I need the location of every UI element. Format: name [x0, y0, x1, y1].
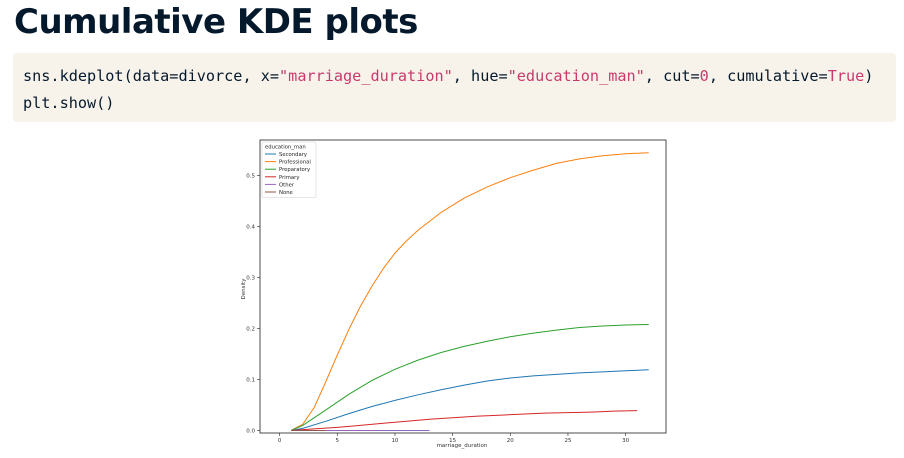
code-token: , cumulative= — [708, 67, 828, 85]
kde-figure: 0 5 10 15 20 25 30 0.0 0.1 0.2 0.3 0.4 0.5 education… — [225, 133, 680, 454]
series-line-secondary — [291, 369, 649, 431]
legend-entry: None — [279, 190, 293, 196]
x-tick-label: 0 — [278, 438, 282, 444]
y-tick-label: 0.1 — [246, 377, 255, 383]
slide-title: Cumulative KDE plots — [14, 2, 418, 42]
x-tick-label: 30 — [622, 438, 629, 444]
code-block: sns.kdeplot(data=divorce, x="marriage_du… — [13, 53, 896, 122]
legend-title: education_man — [265, 145, 306, 151]
x-tick-label: 20 — [507, 438, 514, 444]
y-tick-label: 0.4 — [246, 225, 255, 231]
y-tick-label: 0.5 — [246, 174, 255, 180]
series-line-preparatory — [290, 324, 649, 431]
legend-entry: Other — [279, 182, 295, 188]
series-line-professional — [290, 152, 649, 431]
legend-entry: Primary — [279, 175, 299, 181]
code-line-1: sns.kdeplot(data=divorce, x="marriage_du… — [23, 63, 886, 90]
series-line-primary — [291, 410, 638, 431]
code-keyword: True — [827, 67, 865, 85]
kde-chart: 0 5 10 15 20 25 30 0.0 0.1 0.2 0.3 0.4 0.5 education… — [241, 139, 667, 449]
y-axis-label: Density — [241, 278, 247, 300]
x-tick-label: 25 — [564, 438, 571, 444]
code-line-2: plt.show() — [23, 94, 115, 112]
code-token: ) — [864, 67, 874, 85]
code-token: , cut= — [644, 67, 700, 85]
code-string: "marriage_duration" — [279, 67, 453, 85]
legend-entry: Preparatory — [279, 167, 310, 173]
legend-entry: Secondary — [279, 152, 307, 158]
x-tick-label: 10 — [391, 438, 398, 444]
code-token: , hue= — [452, 67, 508, 85]
code-string: "education_man" — [507, 67, 645, 85]
x-tick-label: 15 — [449, 438, 456, 444]
axes-frame — [259, 139, 667, 434]
y-tick-label: 0.3 — [246, 276, 255, 282]
code-token: sns.kdeplot(data=divorce, x= — [23, 67, 280, 85]
x-axis-label: marriage_duration — [437, 443, 488, 449]
x-tick-label: 5 — [336, 438, 340, 444]
code-number: 0 — [699, 67, 709, 85]
legend-box — [261, 141, 317, 198]
y-tick-label: 0.0 — [246, 428, 255, 434]
legend-entry: Professional — [279, 160, 311, 166]
y-tick-label: 0.2 — [246, 327, 255, 333]
